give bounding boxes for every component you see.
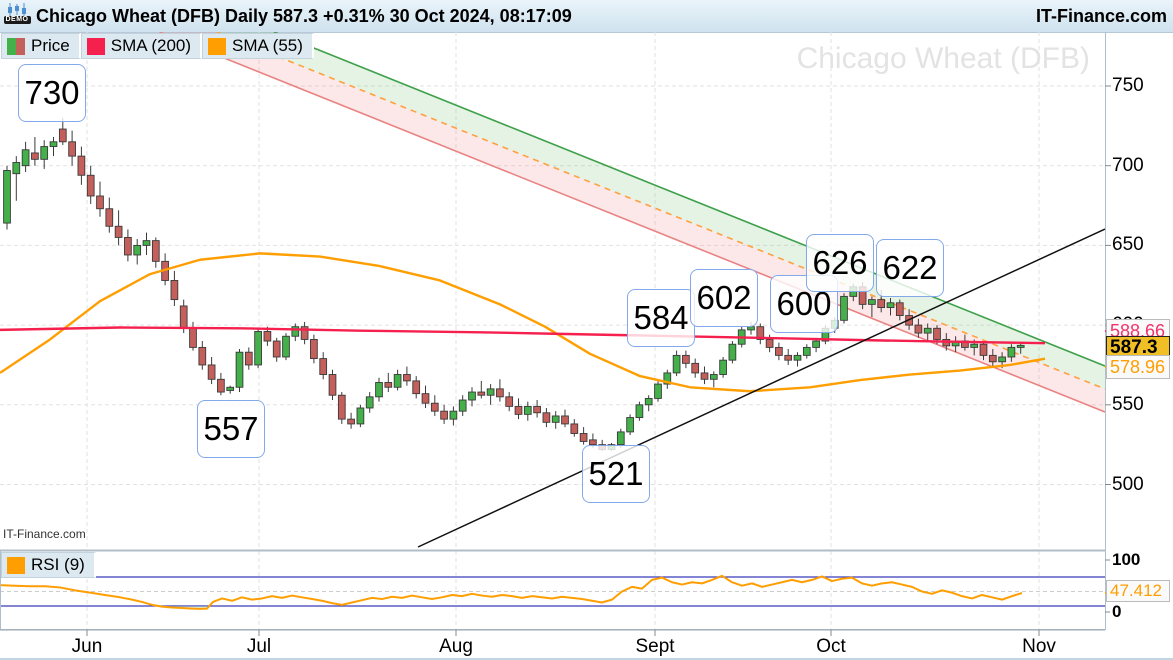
price-tick-label: 550 <box>1112 393 1144 415</box>
price-tick-label: 500 <box>1112 473 1144 495</box>
legend-swatch-icon <box>86 37 105 55</box>
legend-item-sma-200-[interactable]: SMA (200) <box>80 33 203 59</box>
legend-swatch-icon <box>7 37 25 55</box>
rsi-axis-label: 0 <box>1112 602 1122 621</box>
month-label: Jun <box>71 636 103 657</box>
demo-badge: DEMO <box>3 16 31 24</box>
legend-item-sma-55-[interactable]: SMA (55) <box>202 33 314 59</box>
legend-item-rsi-9-[interactable]: RSI (9) <box>1 552 96 578</box>
indicator-value-tag: 578.96 <box>1106 355 1170 379</box>
month-label: Sept <box>635 636 675 657</box>
brand-link[interactable]: IT-Finance.com <box>1035 5 1167 26</box>
pane-watermark-small: IT-Finance.com <box>3 527 86 541</box>
price-annotation[interactable]: 557 <box>197 400 265 458</box>
legend-label: SMA (200) <box>110 36 192 55</box>
price-annotation[interactable]: 626 <box>806 234 874 292</box>
price-tick-label: 700 <box>1112 154 1144 176</box>
month-label: Nov <box>1022 636 1056 657</box>
price-annotation[interactable]: 521 <box>582 445 650 503</box>
chart-header: DEMO Chicago Wheat (DFB) Daily 587.3 +0.… <box>0 0 1173 33</box>
rsi-legend: RSI (9) <box>1 552 96 578</box>
price-tick-label: 750 <box>1112 75 1144 96</box>
legend-label: RSI (9) <box>31 555 85 574</box>
legend-swatch-icon <box>7 556 25 574</box>
price-annotation[interactable]: 584 <box>627 289 695 347</box>
month-label: Jul <box>246 636 272 657</box>
price-annotation[interactable]: 600 <box>770 275 838 333</box>
price-annotation[interactable]: 730 <box>18 64 86 122</box>
legend-swatch-icon <box>208 37 227 55</box>
price-annotation[interactable]: 602 <box>690 269 758 327</box>
candlestick-logo-icon <box>6 3 28 16</box>
window-bottom-edge <box>0 658 1173 660</box>
price-annotation[interactable]: 622 <box>876 239 944 297</box>
legend-label: Price <box>31 36 70 55</box>
month-label: Oct <box>816 636 846 657</box>
legend-item-price[interactable]: Price <box>1 33 81 59</box>
price-legend: Price SMA (200) SMA (55) <box>1 33 314 59</box>
rsi-value-tag: 47.412 <box>1106 580 1170 602</box>
legend-label: SMA (55) <box>232 36 303 55</box>
rsi-axis-label: 100 <box>1112 550 1141 569</box>
chart-title: Chicago Wheat (DFB) Daily 587.3 +0.31% 3… <box>36 5 572 26</box>
price-tick-label: 650 <box>1112 234 1144 256</box>
month-label: Aug <box>439 636 473 657</box>
platform-logo[interactable]: DEMO <box>3 3 31 29</box>
